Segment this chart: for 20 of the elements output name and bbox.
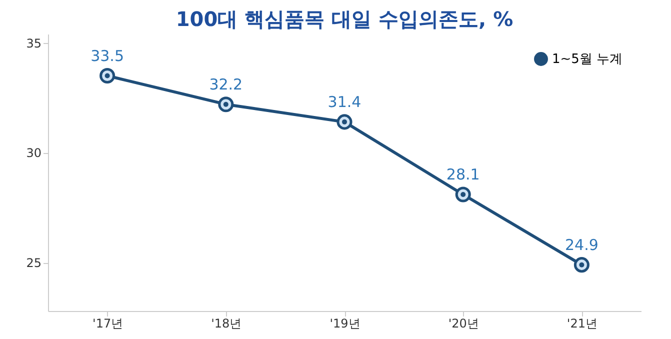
point — [100, 68, 116, 84]
point — [574, 257, 590, 273]
data-label: 28.1 — [446, 165, 480, 184]
point — [336, 114, 352, 130]
data-label: 24.9 — [564, 236, 598, 254]
y-tick-label: 35 — [26, 36, 42, 50]
legend-label: 1~5월 누계 — [552, 52, 623, 67]
chart-title: 100대 핵심품목 대일 수입의존도, % — [176, 7, 514, 31]
x-tick-label: '17년 — [92, 316, 124, 330]
x-tick-label: '18년 — [211, 316, 242, 330]
data-label: 33.5 — [90, 46, 124, 65]
data-label: 32.2 — [209, 75, 243, 94]
y-tick-label: 30 — [26, 146, 42, 160]
x-tick-label: '20년 — [448, 316, 479, 330]
y-tick-label: 25 — [26, 256, 42, 270]
point — [218, 96, 234, 112]
point — [455, 186, 471, 202]
x-tick-label: '19년 — [330, 316, 360, 330]
x-tick-label: '21년 — [566, 316, 598, 330]
data-label: 31.4 — [328, 92, 362, 111]
